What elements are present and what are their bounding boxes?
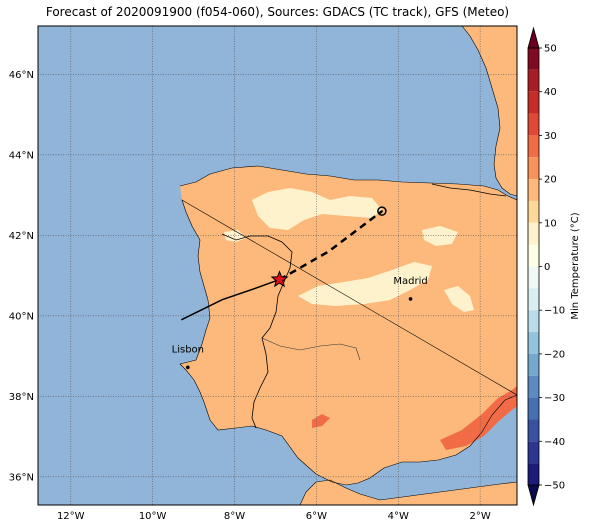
colorbar-band <box>528 397 539 420</box>
colorbar-tick-label: −50 <box>544 481 565 492</box>
colorbar-band <box>528 332 539 354</box>
latitude-tick-label: 36°N <box>9 472 34 483</box>
longitude-tick-label: 4°W <box>388 511 409 522</box>
colorbar-tick-label: 40 <box>544 87 557 98</box>
colorbar-tick-label: −30 <box>544 393 565 404</box>
track-forecast-line <box>278 210 383 281</box>
cool-zone-north <box>252 188 382 230</box>
warm-zone-southeast-coast <box>440 386 517 450</box>
colorbar-tick-label: −10 <box>544 306 565 317</box>
africa-landmass <box>300 480 517 505</box>
city-label: Madrid <box>393 276 427 287</box>
colorbar-over-arrow <box>527 26 540 49</box>
internal-boundary <box>261 337 361 361</box>
colorbar-band <box>528 48 539 70</box>
iberia-coastline <box>179 165 517 486</box>
colorbar-tick-label: 20 <box>544 175 557 186</box>
colorbar-tick-label: 30 <box>544 131 557 142</box>
forecast-end-marker <box>377 206 387 216</box>
longitude-tick-label: 12°W <box>57 511 85 522</box>
cool-zone-southeast <box>444 286 474 312</box>
france-landmass <box>462 26 517 196</box>
colorbar-band <box>528 375 539 398</box>
latitude-tick-label: 38°N <box>9 392 34 403</box>
colorbar-under-arrow <box>527 484 540 507</box>
latitude-tick-label: 46°N <box>9 70 34 81</box>
portugal-spain-border <box>221 233 293 429</box>
longitude-labels: 12°W 10°W 8°W 6°W 4°W 2°W <box>57 511 491 522</box>
storm-track <box>180 206 387 321</box>
latitude-labels: 36°N 38°N 40°N 42°N 44°N 46°N <box>9 70 34 484</box>
track-past-line <box>180 278 280 321</box>
spain-france-border <box>431 183 507 197</box>
colorbar-band <box>528 135 539 158</box>
colorbar: 50 40 30 20 10 0 −10 −20 −30 −40 −50 <box>527 26 565 507</box>
longitude-tick-label: 2°W <box>470 511 491 522</box>
colorbar-tick-label: −20 <box>544 349 565 360</box>
colorbar-band <box>528 419 539 442</box>
france-coastline <box>461 26 517 197</box>
latitude-tick-label: 40°N <box>9 311 34 322</box>
city-label: Lisbon <box>172 344 204 355</box>
longitude-tick-label: 8°W <box>224 511 245 522</box>
colorbar-band <box>528 200 539 223</box>
colorbar-band <box>528 310 539 333</box>
colorbar-band <box>528 266 539 289</box>
latitude-tick-label: 42°N <box>9 231 34 242</box>
colorbar-tick-label: 50 <box>544 44 557 55</box>
cool-zone-central <box>298 262 432 306</box>
colorbar-band <box>528 113 539 136</box>
map-canvas <box>38 26 517 505</box>
colorbar-band <box>528 288 539 311</box>
colorbar-band <box>528 441 539 464</box>
latitude-tick-label: 44°N <box>9 150 34 161</box>
colorbar-band <box>528 353 539 376</box>
map-frame <box>37 25 518 506</box>
colorbar-band <box>528 157 539 180</box>
city-marker <box>186 365 190 370</box>
map-title: Forecast of 2020091900 (f054-060), Sourc… <box>45 5 510 19</box>
colorbar-tick-label: −40 <box>544 437 565 448</box>
city-layer: Madrid Lisbon <box>172 276 428 370</box>
storm-position-star-icon <box>270 270 289 288</box>
africa-coastline <box>299 479 517 505</box>
city-marker <box>408 297 413 301</box>
forecast-end-dot <box>380 210 383 213</box>
iberia-landmass <box>180 166 517 485</box>
colorbar-label: Min Temperature (°C) <box>570 212 581 319</box>
colorbar-band <box>528 244 539 267</box>
longitude-tick-label: 6°W <box>306 511 327 522</box>
colorbar-tick-label: 0 <box>544 262 550 273</box>
colorbar-band <box>528 91 539 114</box>
colorbar-band <box>528 463 539 485</box>
colorbar-band <box>528 179 539 201</box>
cool-zone-east <box>422 226 458 246</box>
colorbar-tick-label: 10 <box>544 218 557 229</box>
longitude-tick-label: 10°W <box>139 511 167 522</box>
colorbar-band <box>528 69 539 92</box>
colorbar-band <box>528 222 539 245</box>
